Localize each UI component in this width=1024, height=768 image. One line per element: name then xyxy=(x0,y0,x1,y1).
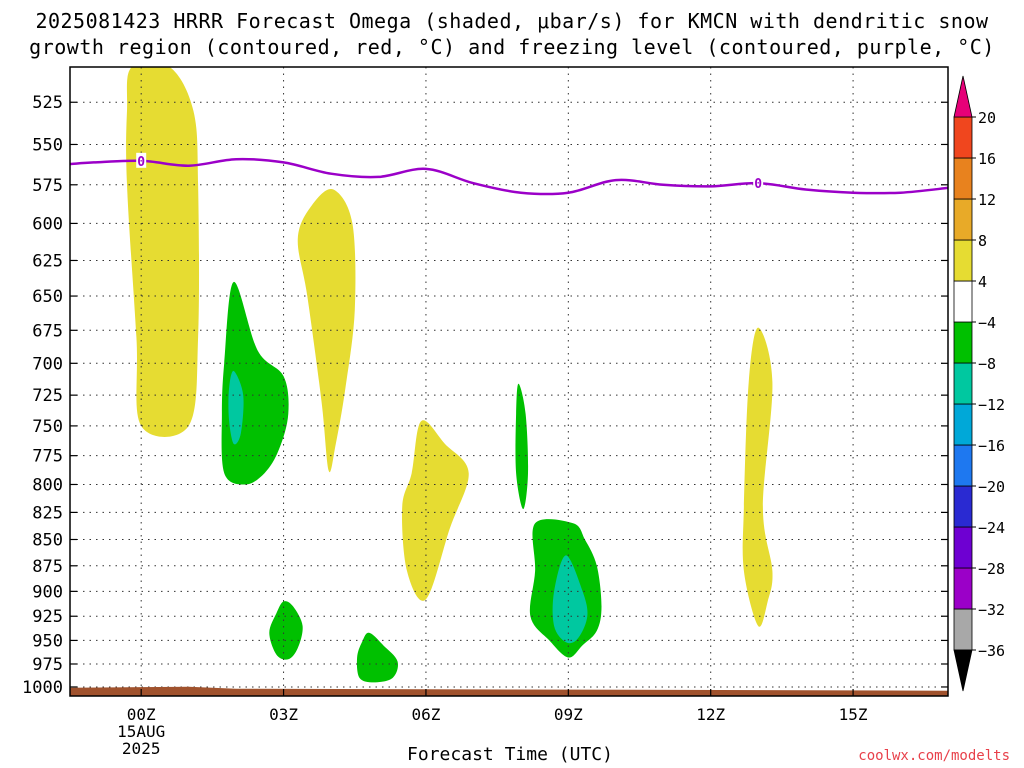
colorbar-label-12: 12 xyxy=(978,191,996,209)
y-tick-label-975: 975 xyxy=(32,655,63,675)
y-tick-label-625: 625 xyxy=(32,251,63,271)
colorbar-swatch--4 xyxy=(953,280,973,323)
x-tick-label-15Z: 15Z xyxy=(839,705,868,724)
y-tick-label-700: 700 xyxy=(32,354,63,374)
colorbar-swatch-12 xyxy=(953,157,973,200)
y-tick-label-575: 575 xyxy=(32,176,63,196)
colorbar-swatch--32 xyxy=(953,567,973,610)
y-tick-label-750: 750 xyxy=(32,417,63,437)
omega-green-4 xyxy=(269,601,303,660)
colorbar-label--16: −16 xyxy=(978,437,1005,455)
colorbar-swatch-4 xyxy=(953,239,973,282)
omega-green-2 xyxy=(515,383,529,510)
y-tick-label-1000: 1000 xyxy=(22,678,63,698)
colorbar-label--28: −28 xyxy=(978,560,1005,578)
x-tick-label-12Z: 12Z xyxy=(696,705,725,724)
colorbar-high-arrow xyxy=(953,75,973,118)
freezing-level-label-bg-0 xyxy=(136,152,147,168)
colorbar-swatch-8 xyxy=(953,198,973,241)
chart-title-line-1: 2025081423 HRRR Forecast Omega (shaded, … xyxy=(35,9,989,33)
colorbar-label--4: −4 xyxy=(978,314,996,332)
colorbar-swatch--24 xyxy=(953,485,973,528)
freezing-level-label-1: 0 xyxy=(754,177,762,192)
y-tick-label-725: 725 xyxy=(32,386,63,406)
y-tick-label-525: 525 xyxy=(32,93,63,113)
chart-title-line-2: growth region (contoured, red, °C) and f… xyxy=(29,35,995,59)
omega-yellow-3 xyxy=(402,420,469,601)
x-date-label-1: 2025 xyxy=(122,739,161,758)
colorbar-label-4: 4 xyxy=(978,273,987,291)
colorbar-swatch--8 xyxy=(953,321,973,364)
y-tick-label-600: 600 xyxy=(32,214,63,234)
colorbar-label--12: −12 xyxy=(978,396,1005,414)
colorbar-label--36: −36 xyxy=(978,642,1005,660)
colorbar-label-16: 16 xyxy=(978,150,996,168)
colorbar-swatch--16 xyxy=(953,403,973,446)
y-tick-label-550: 550 xyxy=(32,135,63,155)
colorbar-swatch-16 xyxy=(953,116,973,159)
x-tick-label-09Z: 09Z xyxy=(554,705,583,724)
freezing-level-label-0: 0 xyxy=(137,155,145,170)
colorbar-label--24: −24 xyxy=(978,519,1005,537)
y-tick-label-900: 900 xyxy=(32,582,63,602)
x-axis-label: Forecast Time (UTC) xyxy=(407,744,613,765)
omega-yellow-2 xyxy=(297,188,356,473)
colorbar-low-arrow xyxy=(953,649,973,692)
colorbar-swatch--20 xyxy=(953,444,973,487)
y-tick-label-875: 875 xyxy=(32,557,63,577)
x-tick-label-00Z: 00Z xyxy=(127,705,156,724)
colorbar-label--20: −20 xyxy=(978,478,1005,496)
y-tick-label-675: 675 xyxy=(32,321,63,341)
y-tick-label-800: 800 xyxy=(32,475,63,495)
colorbar-label--32: −32 xyxy=(978,601,1005,619)
omega-yellow-4 xyxy=(742,327,773,627)
y-tick-label-925: 925 xyxy=(32,607,63,627)
omega-cyan-2 xyxy=(552,555,588,644)
y-tick-label-775: 775 xyxy=(32,447,63,467)
colorbar-swatch--28 xyxy=(953,526,973,569)
y-tick-label-850: 850 xyxy=(32,530,63,550)
omega-yellow-1 xyxy=(126,67,200,437)
freezing-level-label-bg-1 xyxy=(753,175,764,191)
colorbar-label-20: 20 xyxy=(978,109,996,127)
plot-frame xyxy=(69,66,949,697)
y-tick-label-650: 650 xyxy=(32,287,63,307)
credit-text: coolwx.com/modelts xyxy=(858,748,1010,764)
y-tick-label-950: 950 xyxy=(32,631,63,651)
colorbar-label-8: 8 xyxy=(978,232,987,250)
colorbar-swatch--36 xyxy=(953,608,973,651)
y-tick-label-825: 825 xyxy=(32,503,63,523)
x-tick-label-06Z: 06Z xyxy=(411,705,440,724)
omega-green-5 xyxy=(356,632,399,683)
x-date-label-0: 15AUG xyxy=(117,722,165,741)
freezing-level-line xyxy=(70,157,948,196)
colorbar-swatch--12 xyxy=(953,362,973,405)
colorbar-label--8: −8 xyxy=(978,355,996,373)
surface-ground-band xyxy=(70,686,948,696)
x-tick-label-03Z: 03Z xyxy=(269,705,298,724)
